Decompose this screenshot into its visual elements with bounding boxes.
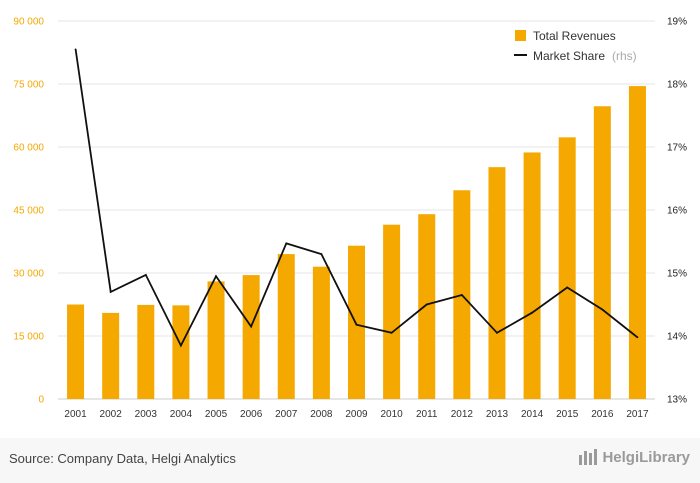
x-tick-label: 2008 xyxy=(310,409,333,420)
bar-total-revenues xyxy=(102,312,120,399)
bar-total-revenues xyxy=(242,275,260,399)
bar-total-revenues xyxy=(418,214,436,399)
y-right-tick-label: 16% xyxy=(667,206,687,217)
x-tick-label: 2013 xyxy=(486,409,509,420)
bar-total-revenues xyxy=(277,254,295,399)
y-left-tick-label: 30 000 xyxy=(13,269,44,280)
point-market-share xyxy=(390,331,393,334)
y-right-tick-label: 14% xyxy=(667,332,687,343)
point-market-share xyxy=(566,286,569,289)
y-right-tick-label: 17% xyxy=(667,143,687,154)
bar-total-revenues xyxy=(383,224,401,399)
x-tick-label: 2015 xyxy=(556,409,579,420)
legend-rhs-hint: (rhs) xyxy=(612,49,637,63)
y-right-tick-label: 19% xyxy=(667,17,687,28)
y-right-tick-label: 18% xyxy=(667,80,687,91)
point-market-share xyxy=(215,275,217,278)
x-tick-label: 2012 xyxy=(451,409,474,420)
chart-footer: Source: Company Data, Helgi Analytics He… xyxy=(0,438,700,483)
point-market-share xyxy=(109,291,112,293)
bar-total-revenues xyxy=(558,137,576,399)
x-tick-label: 2004 xyxy=(170,409,193,420)
legend-label-total-revenues: Total Revenues xyxy=(533,29,616,43)
y-left-tick-label: 45 000 xyxy=(13,206,44,217)
point-market-share xyxy=(531,311,533,314)
bar-total-revenues xyxy=(523,152,541,399)
bar-total-revenues xyxy=(312,266,330,399)
x-tick-label: 2001 xyxy=(64,409,87,420)
y-right-tick-label: 13% xyxy=(667,395,687,406)
x-tick-label: 2014 xyxy=(521,409,544,420)
x-tick-label: 2003 xyxy=(135,409,158,420)
point-market-share xyxy=(285,242,288,245)
revenue-market-share-chart: 0 15 000 30 000 45 000 60 000 75 000 90 000 13%… xyxy=(13,17,687,421)
y-left-tick-label: 0 xyxy=(38,395,44,406)
point-market-share xyxy=(355,323,358,326)
point-market-share xyxy=(425,303,428,306)
point-market-share xyxy=(74,48,77,51)
bar-total-revenues xyxy=(593,106,611,399)
bar-total-revenues xyxy=(172,305,190,399)
x-tick-label: 2005 xyxy=(205,409,228,420)
x-tick-label: 2002 xyxy=(100,409,123,420)
point-market-share xyxy=(250,325,253,328)
bar-total-revenues xyxy=(628,86,646,399)
source-note: Source: Company Data, Helgi Analytics xyxy=(9,451,236,466)
x-tick-label: 2011 xyxy=(416,409,438,420)
x-tick-label: 2017 xyxy=(626,409,649,420)
y-left-tick-label: 15 000 xyxy=(13,332,44,343)
point-market-share xyxy=(636,336,639,339)
y-left-tick-label: 90 000 xyxy=(13,17,44,28)
point-market-share xyxy=(460,294,463,296)
y-right-tick-label: 15% xyxy=(667,269,687,280)
x-tick-label: 2009 xyxy=(345,409,368,420)
library-logo-icon xyxy=(579,449,598,465)
bar-total-revenues xyxy=(137,304,155,399)
point-market-share xyxy=(601,308,604,311)
legend-label-market-share: Market Share xyxy=(533,49,605,63)
bar-total-revenues xyxy=(348,245,365,399)
point-market-share xyxy=(320,253,323,256)
x-tick-label: 2006 xyxy=(240,409,263,420)
bar-total-revenues xyxy=(67,304,85,399)
x-tick-label: 2016 xyxy=(591,409,614,420)
bar-total-revenues xyxy=(207,281,225,399)
y-left-tick-label: 60 000 xyxy=(13,143,44,154)
point-market-share xyxy=(144,273,147,276)
x-tick-label: 2007 xyxy=(275,409,298,420)
point-market-share xyxy=(180,344,182,347)
bar-total-revenues xyxy=(488,167,506,399)
brand-logo[interactable]: HelgiLibrary xyxy=(578,448,690,466)
x-tick-label: 2010 xyxy=(380,409,403,420)
legend-swatch-total-revenues xyxy=(515,30,526,41)
brand-name: HelgiLibrary xyxy=(602,448,690,466)
y-left-tick-label: 75 000 xyxy=(13,80,44,91)
point-market-share xyxy=(496,331,498,334)
